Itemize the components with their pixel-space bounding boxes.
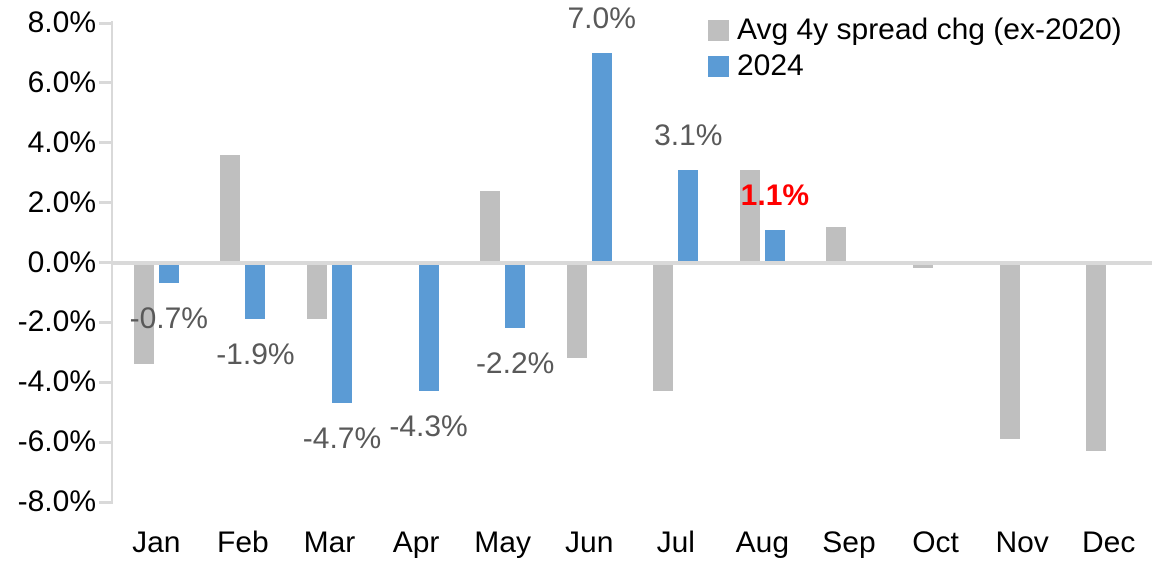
y-tick-label: -4.0%	[17, 365, 96, 399]
x-category-label-jan: Jan	[132, 526, 181, 559]
legend-swatch-avg-spread	[708, 19, 729, 41]
y-tick-mark	[99, 21, 112, 25]
legend-swatch-2024	[708, 55, 729, 77]
y-tick-mark	[99, 261, 112, 264]
y-tick-mark	[99, 380, 112, 384]
y-tick-label: 4.0%	[27, 125, 96, 159]
bar-2024-aug	[764, 229, 785, 263]
data-label-aug: 1.1%	[740, 178, 810, 212]
x-category-label-mar: Mar	[303, 526, 356, 559]
y-tick-label: -2.0%	[17, 305, 96, 339]
y-tick-label: 6.0%	[27, 65, 96, 99]
zero-axis-line	[111, 260, 1152, 265]
bar-avg-sep	[826, 226, 847, 263]
legend-entry-avg-spread: Avg 4y spread chg (ex-2020)	[708, 13, 1122, 46]
x-category-label-may: May	[474, 526, 531, 559]
bar-avg-oct	[913, 262, 934, 269]
y-tick-label: -6.0%	[17, 425, 96, 459]
y-tick-mark	[99, 500, 112, 504]
x-category-label-dec: Dec	[1082, 526, 1136, 559]
legend-label-2024: 2024	[737, 49, 804, 82]
data-label-jun: 7.0%	[567, 1, 636, 35]
y-tick-mark	[99, 440, 112, 444]
bar-avg-jul	[653, 262, 674, 392]
legend: Avg 4y spread chg (ex-2020) 2024	[708, 13, 1122, 88]
x-category-label-jun: Jun	[565, 526, 614, 559]
data-label-jan: -0.7%	[129, 302, 208, 336]
bar-avg-jun	[566, 262, 587, 359]
data-label-jul: 3.1%	[654, 118, 723, 152]
legend-entry-2024: 2024	[708, 49, 1122, 82]
x-category-label-jul: Jul	[656, 526, 695, 559]
data-label-apr: -4.3%	[389, 410, 468, 444]
x-category-label-apr: Apr	[392, 526, 440, 559]
bar-2024-apr	[418, 262, 439, 392]
y-tick-mark	[99, 141, 112, 145]
y-tick-label: 0.0%	[27, 245, 96, 279]
y-tick-mark	[99, 81, 112, 85]
data-label-feb: -1.9%	[216, 338, 295, 372]
x-category-label-oct: Oct	[912, 526, 959, 559]
y-tick-mark	[99, 320, 112, 324]
bar-2024-jan	[158, 262, 179, 284]
bar-avg-jan	[133, 262, 154, 365]
x-category-label-nov: Nov	[995, 526, 1049, 559]
x-category-label-aug: Aug	[735, 526, 790, 559]
legend-label-avg-spread: Avg 4y spread chg (ex-2020)	[737, 13, 1122, 46]
bar-avg-feb	[220, 154, 241, 263]
y-tick-label: 2.0%	[27, 185, 96, 219]
y-tick-label: 8.0%	[27, 6, 96, 39]
bar-2024-jul	[678, 169, 699, 263]
data-label-may: -2.2%	[475, 347, 555, 381]
data-label-mar: -4.7%	[302, 422, 382, 456]
bar-2024-feb	[245, 262, 266, 320]
bar-avg-may	[480, 190, 501, 263]
bar-avg-aug	[739, 169, 760, 263]
bar-avg-dec	[1086, 262, 1107, 452]
y-tick-label: -8.0%	[17, 485, 96, 518]
x-category-label-sep: Sep	[822, 526, 876, 559]
bar-avg-mar	[306, 262, 327, 320]
bar-2024-jun	[591, 52, 612, 263]
bar-avg-nov	[999, 262, 1020, 440]
x-category-label-feb: Feb	[217, 526, 269, 559]
bar-2024-may	[505, 262, 526, 329]
bar-2024-mar	[331, 262, 352, 404]
y-tick-mark	[99, 201, 112, 205]
